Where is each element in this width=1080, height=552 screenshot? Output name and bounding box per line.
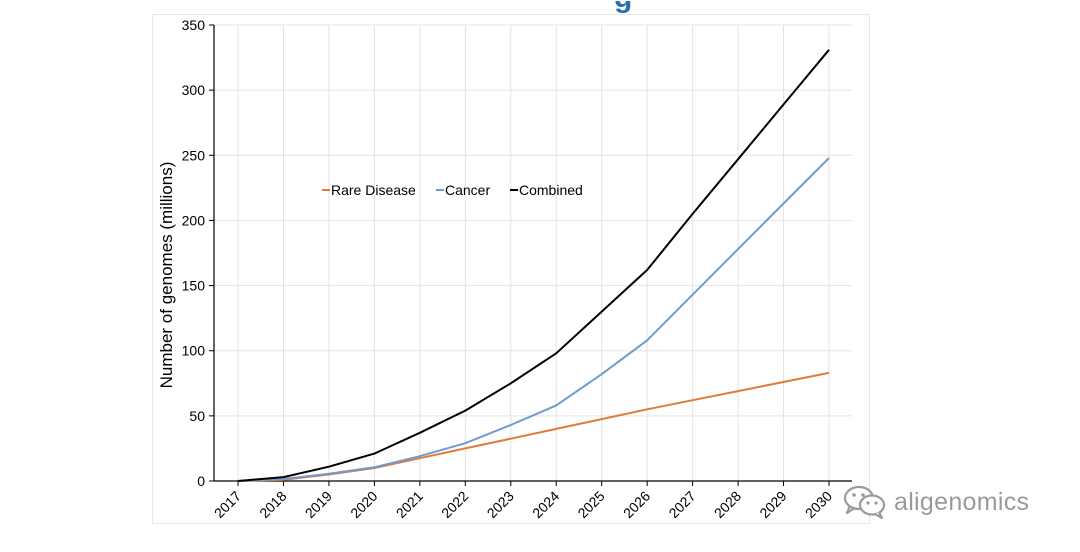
x-tick-label: 2020 <box>347 488 380 521</box>
x-tick-label: 2017 <box>211 488 244 521</box>
x-tick-label: 2029 <box>756 488 789 521</box>
legend-label: Rare Disease <box>331 182 416 198</box>
grid-layer <box>214 24 852 481</box>
series-line-combined <box>237 49 830 482</box>
y-tick-label: 100 <box>182 343 206 359</box>
axes-layer: 0 50 100 150 200 250 300 350 2017 2018 2019 2020 202… <box>182 17 852 521</box>
series-layer <box>237 49 830 482</box>
series-line-cancer <box>237 157 830 482</box>
legend-label: Combined <box>519 182 583 198</box>
wechat-icon <box>843 485 886 520</box>
legend: Rare Disease Cancer Combined <box>322 182 583 198</box>
series-line-rare-disease <box>237 371 830 482</box>
cropped-title-fragment: g <box>608 1 654 17</box>
legend-label: Cancer <box>445 182 490 198</box>
x-tick-label: 2019 <box>302 488 335 521</box>
x-tick-label: 2023 <box>484 488 517 521</box>
y-tick-label: 150 <box>182 278 206 294</box>
watermark-text: aligenomics <box>894 487 1030 516</box>
y-tick-label: 300 <box>182 82 206 98</box>
y-tick-label: 350 <box>182 17 206 33</box>
x-tick-label: 2026 <box>620 488 653 521</box>
x-tick-label: 2024 <box>529 488 562 521</box>
x-tick-label: 2021 <box>393 488 426 521</box>
x-tick-label: 2030 <box>802 488 835 521</box>
x-tick-label: 2025 <box>574 488 607 521</box>
y-tick-label: 200 <box>182 212 206 228</box>
y-tick-label: 0 <box>197 473 205 489</box>
x-tick-label: 2018 <box>256 488 289 521</box>
watermark: aligenomics <box>842 484 1029 520</box>
x-tick-label: 2022 <box>438 488 471 521</box>
y-tick-label: 50 <box>189 408 205 424</box>
y-tick-label: 250 <box>182 147 206 163</box>
y-axis-title: Number of genomes (millions) <box>157 162 176 389</box>
x-tick-label: 2028 <box>711 488 744 521</box>
x-tick-label: 2027 <box>665 488 698 521</box>
